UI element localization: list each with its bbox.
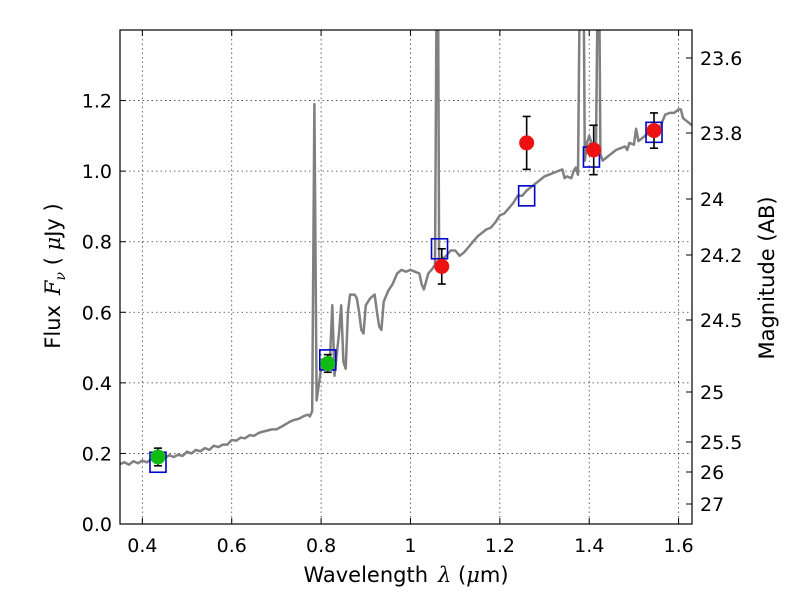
plot-frame <box>119 29 693 525</box>
y2-tick-label: 25.5 <box>700 432 742 454</box>
y2-tick-label: 23.8 <box>700 123 742 145</box>
x-tick-label: 1.2 <box>485 535 515 557</box>
y2-tick-label: 23.6 <box>700 48 742 70</box>
x-tick-label: 1.4 <box>574 535 604 557</box>
y-tick-label: 0.0 <box>82 514 112 536</box>
axis-ticks: 0.4 0.6 0.8 1 1.2 1.4 1.6 0.0 0.2 0.4 0.6 0.8 1.0 1.2… <box>82 30 742 557</box>
model-photometry-square <box>430 237 449 260</box>
y2-tick-label: 24.2 <box>700 245 742 267</box>
y2-axis-label: Magnitude (AB) <box>755 196 779 359</box>
red-point <box>519 135 535 151</box>
y-tick-label: 1.0 <box>82 161 112 183</box>
y2-tick-label: 24.5 <box>700 310 742 332</box>
x-tick-label: 1 <box>404 535 416 557</box>
x-tick-label: 0.4 <box>127 535 157 557</box>
x-tick-label: 0.8 <box>306 535 336 557</box>
spectrum-line <box>120 30 692 466</box>
y2-tick-label: 25 <box>700 382 724 404</box>
x-tick-label: 0.6 <box>217 535 247 557</box>
y2-tick-label: 26 <box>700 462 724 484</box>
y-tick-label: 0.4 <box>82 373 112 395</box>
x-axis-label: Wavelength λ (μm) <box>303 563 508 587</box>
red-point <box>646 123 662 139</box>
y-axis-label: FluxFν ( μJy ) <box>41 203 69 348</box>
x-tick-label: 1.6 <box>663 535 693 557</box>
y-tick-label: 0.2 <box>82 443 112 465</box>
plot-series <box>120 30 692 474</box>
y-tick-label: 0.6 <box>82 302 112 324</box>
red-point <box>434 258 450 274</box>
y-tick-label: 1.2 <box>82 91 112 113</box>
green-point <box>320 355 336 371</box>
y2-tick-label: 24 <box>700 189 724 211</box>
model-photometry-square <box>517 185 536 207</box>
red-point <box>586 142 602 158</box>
green-point <box>150 449 166 465</box>
y-tick-label: 0.8 <box>82 232 112 254</box>
y2-tick-label: 27 <box>700 494 724 516</box>
